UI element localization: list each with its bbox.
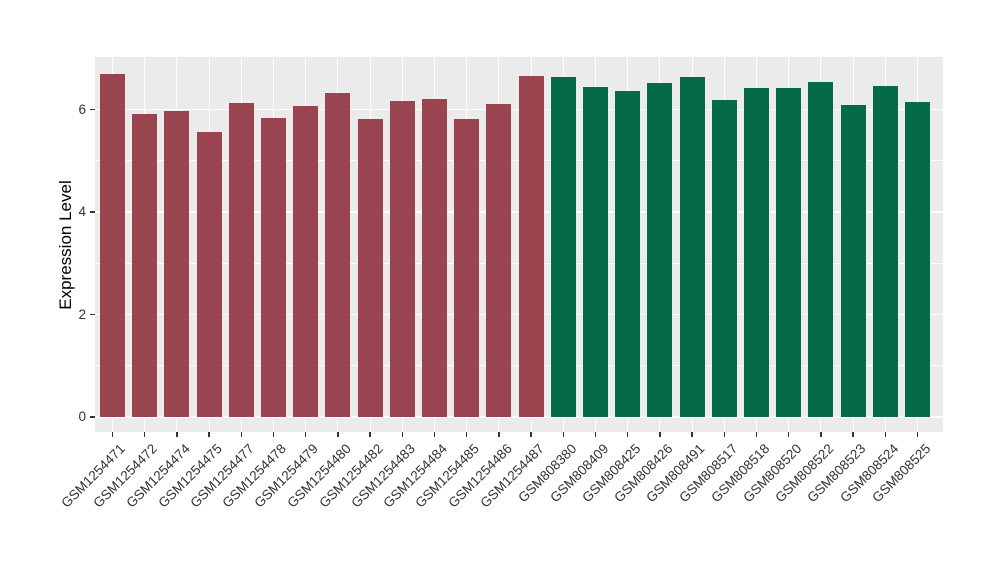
x-tick-GSM1254477 <box>240 432 243 437</box>
bar-GSM1254478 <box>261 117 286 417</box>
x-tick-GSM1254475 <box>208 432 210 437</box>
bar-GSM1254474 <box>164 110 190 417</box>
x-tick-GSM808426 <box>659 432 661 437</box>
y-tick-label-4: 4 <box>78 204 86 219</box>
x-tick-GSM808425 <box>626 432 629 437</box>
x-tick-GSM1254482 <box>369 432 371 437</box>
x-tick-GSM1254479 <box>304 432 307 437</box>
bar-GSM808491 <box>679 76 705 417</box>
bar-GSM808409 <box>583 87 608 417</box>
y-tick-label-0: 0 <box>78 409 86 424</box>
bar-GSM1254487 <box>518 75 544 417</box>
bar-GSM1254484 <box>422 98 447 417</box>
x-tick-GSM808520 <box>787 432 790 437</box>
x-tick-GSM808517 <box>723 432 726 437</box>
x-tick-GSM808409 <box>594 432 597 437</box>
y-tick-4 <box>90 211 95 213</box>
x-tick-GSM1254478 <box>272 432 275 437</box>
bar-GSM1254485 <box>454 119 480 417</box>
bar-GSM1254471 <box>100 73 125 417</box>
bar-GSM808425 <box>615 90 641 417</box>
x-tick-GSM1254487 <box>530 432 532 437</box>
gridline-major-y0 <box>95 416 943 418</box>
x-tick-GSM808525 <box>916 432 919 437</box>
bar-GSM1254486 <box>486 103 512 417</box>
bar-GSM1254483 <box>389 100 415 417</box>
bar-GSM808520 <box>776 87 802 417</box>
y-tick-label-6: 6 <box>78 101 86 117</box>
x-tick-GSM808524 <box>884 432 887 437</box>
bar-GSM1254482 <box>357 119 383 417</box>
x-tick-GSM1254480 <box>337 432 339 437</box>
bar-GSM808523 <box>840 105 866 417</box>
bar-GSM1254477 <box>228 102 254 417</box>
x-tick-GSM1254485 <box>465 432 468 437</box>
x-tick-GSM1254471 <box>111 432 114 437</box>
y-axis-title: Expression Level <box>56 180 75 310</box>
bar-GSM808524 <box>872 86 898 417</box>
x-tick-GSM808491 <box>691 432 693 437</box>
bar-GSM808517 <box>711 99 737 417</box>
bar-GSM1254475 <box>196 132 222 417</box>
y-tick-label-2: 2 <box>78 306 86 322</box>
x-tick-GSM808522 <box>820 432 822 437</box>
bar-GSM808525 <box>905 101 930 417</box>
bar-GSM808380 <box>550 77 576 417</box>
x-tick-GSM808523 <box>852 432 854 437</box>
x-tick-GSM808518 <box>755 432 758 437</box>
bar-GSM808522 <box>808 82 834 417</box>
y-tick-0 <box>90 416 95 418</box>
x-tick-GSM1254474 <box>176 432 178 437</box>
x-tick-GSM1254486 <box>498 432 500 437</box>
bar-GSM808518 <box>744 87 769 417</box>
y-tick-2 <box>90 313 95 316</box>
bar-GSM808426 <box>647 82 673 417</box>
bar-GSM1254480 <box>325 92 351 417</box>
x-tick-GSM1254483 <box>401 432 404 437</box>
x-tick-GSM1254484 <box>433 432 436 437</box>
bar-GSM1254472 <box>132 114 158 417</box>
x-tick-GSM1254472 <box>143 432 146 437</box>
bar-GSM1254479 <box>293 106 319 417</box>
plot-panel <box>95 57 943 432</box>
y-tick-6 <box>90 108 95 111</box>
x-tick-GSM808380 <box>562 432 565 437</box>
